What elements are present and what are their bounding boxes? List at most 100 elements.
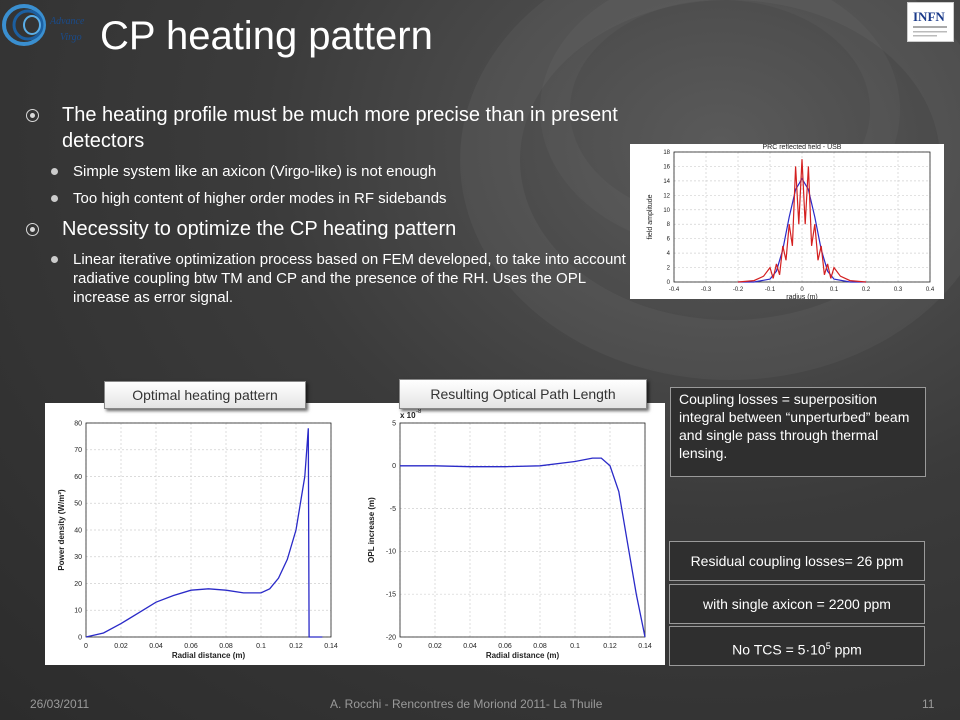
y-axis-label: Power density (W/m²) [57, 489, 66, 571]
y-tick-label: -20 [386, 634, 396, 641]
y-tick-label: -5 [390, 506, 396, 513]
no-tcs-text: No TCS = 5·10 [732, 641, 826, 658]
sub-bullet-text: Simple system like an axicon (Virgo-like… [73, 163, 437, 180]
y-tick-label: 4 [667, 251, 671, 257]
plot-frame [399, 422, 646, 638]
y-tick-label: 50 [74, 501, 82, 508]
y-tick-label: 18 [663, 150, 670, 156]
resulting-opl-label: Resulting Optical Path Length [399, 379, 647, 409]
x-tick-label: -0.3 [701, 287, 712, 293]
coupling-losses-box: Coupling losses = superposition integral… [670, 387, 926, 477]
exponent-power: -8 [416, 409, 422, 415]
x-tick-label: 0.2 [862, 287, 871, 293]
x-tick-label: 0.12 [603, 643, 617, 650]
residual-losses-box: Residual coupling losses= 26 ppm [669, 541, 925, 581]
y-tick-label: 12 [663, 193, 670, 199]
y-tick-label: 70 [74, 447, 82, 454]
slide-title: CP heating pattern [100, 14, 433, 58]
sub-bullet-dot-icon [51, 256, 58, 263]
opl-increase-chart: 0 0.02 0.04 0.06 0.08 0.1 0.12 0.14 5 0 -5 -10 -15 -2… [367, 409, 652, 660]
y-tick-label: 20 [74, 581, 82, 588]
y-axis-label: field amplitude [647, 194, 654, 239]
page-number: 11 [922, 697, 935, 711]
x-tick-label: 0.02 [428, 643, 442, 650]
exponent-label: x 10 [400, 411, 416, 420]
y-tick-label: -15 [386, 592, 396, 599]
x-tick-label: 0.06 [498, 643, 512, 650]
sub-bullet-item: Too high content of higher order modes i… [26, 189, 626, 208]
axicon-losses-box: with single axicon = 2200 ppm [669, 584, 925, 624]
y-tick-label: 30 [74, 554, 82, 561]
series-line [737, 159, 867, 283]
sub-bullet-item: Simple system like an axicon (Virgo-like… [26, 162, 626, 181]
plot-frame [85, 422, 332, 638]
sub-bullet-dot-icon [51, 168, 58, 175]
y-tick-label: 6 [667, 237, 671, 243]
x-tick-label: 0.1 [570, 643, 580, 650]
bullet-text: Necessity to optimize the CP heating pat… [62, 218, 457, 240]
prc-field-plot-panel: -0.4 -0.3 -0.2 -0.1 0 0.1 0.2 0.3 0.4 0 2 4 6 8 10 12 14… [630, 144, 944, 301]
x-axis-label: Radial distance (m) [486, 651, 560, 660]
x-tick-label: 0.12 [289, 643, 303, 650]
footer-date: 26/03/2011 [30, 697, 90, 711]
footer-center: A. Rocchi - Rencontres de Moriond 2011- … [330, 697, 603, 711]
y-tick-label: 16 [663, 164, 670, 170]
x-tick-label: 0.1 [256, 643, 266, 650]
x-tick-label: 0 [398, 643, 402, 650]
heating-plots-panel: 0 0.02 0.04 0.06 0.08 0.1 0.12 0.14 0 10 20 30 40 50 6… [45, 403, 665, 665]
x-tick-label: 0.06 [184, 643, 198, 650]
sub-bullet-text: Too high content of higher order modes i… [73, 190, 447, 207]
bullet-text: The heating profile must be much more pr… [62, 104, 618, 152]
svg-text:INFN: INFN [913, 9, 945, 24]
x-axis-label: radius (m) [786, 294, 818, 299]
bullet-list: The heating profile must be much more pr… [26, 102, 626, 315]
series-line [85, 428, 323, 638]
plot-frame [673, 151, 931, 283]
x-tick-label: 0 [84, 643, 88, 650]
no-tcs-box: No TCS = 5·105 ppm [669, 626, 925, 666]
y-tick-label: 10 [663, 208, 670, 214]
advanced-virgo-logo: Advanced Virgo [2, 4, 84, 46]
x-tick-label: 0.04 [149, 643, 163, 650]
y-tick-label: 2 [667, 266, 671, 272]
y-tick-label: 40 [74, 527, 82, 534]
chart-title: PRC reflected field - USB [763, 144, 842, 151]
y-tick-label: 5 [392, 420, 396, 427]
optimal-heating-label: Optimal heating pattern [104, 381, 306, 409]
x-tick-label: 0 [800, 287, 804, 293]
sub-bullet-item: Linear iterative optimization process ba… [26, 250, 626, 307]
x-tick-label: 0.02 [114, 643, 128, 650]
x-tick-label: -0.4 [669, 287, 680, 293]
series-line [400, 457, 646, 638]
advanced-virgo-logo-text: Advanced [49, 16, 84, 27]
x-tick-label: 0.14 [638, 643, 652, 650]
x-tick-label: -0.2 [733, 287, 744, 293]
infn-logo: INFN [907, 2, 954, 42]
y-tick-label: 0 [392, 463, 396, 470]
x-tick-label: 0.08 [533, 643, 547, 650]
y-tick-label: 0 [667, 280, 671, 286]
y-tick-label: 8 [667, 222, 671, 228]
sub-bullet-dot-icon [51, 195, 58, 202]
power-density-chart: 0 0.02 0.04 0.06 0.08 0.1 0.12 0.14 0 10 20 30 40 50 6… [57, 420, 338, 660]
x-tick-label: 0.1 [830, 287, 839, 293]
x-axis-label: Radial distance (m) [172, 651, 246, 660]
y-tick-label: 10 [74, 608, 82, 615]
x-tick-label: 0.4 [926, 287, 935, 293]
y-axis-label: OPL increase (m) [367, 497, 376, 563]
bullet-marker-icon [26, 109, 39, 122]
x-tick-label: 0.3 [894, 287, 903, 293]
x-tick-label: 0.14 [324, 643, 338, 650]
bullet-marker-icon [26, 223, 39, 236]
y-tick-label: -10 [386, 549, 396, 556]
x-tick-label: 0.04 [463, 643, 477, 650]
x-tick-label: -0.1 [765, 287, 776, 293]
no-tcs-exponent: 5 [825, 641, 831, 651]
prc-field-chart: -0.4 -0.3 -0.2 -0.1 0 0.1 0.2 0.3 0.4 0 2 4 6 8 10 12 14… [647, 144, 935, 301]
x-tick-label: 0.08 [219, 643, 233, 650]
series-line [738, 177, 866, 283]
y-tick-label: 80 [74, 420, 82, 427]
bullet-item: Necessity to optimize the CP heating pat… [26, 216, 626, 242]
y-tick-label: 14 [663, 179, 670, 185]
y-tick-label: 60 [74, 474, 82, 481]
